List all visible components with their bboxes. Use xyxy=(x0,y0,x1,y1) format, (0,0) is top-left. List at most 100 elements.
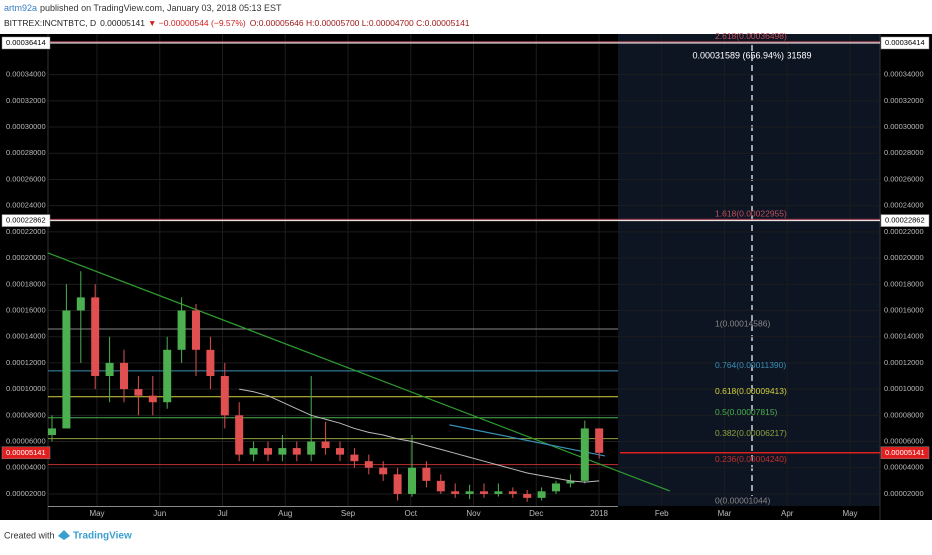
y-tick-label: 0.00030000 xyxy=(6,122,46,131)
candle-body xyxy=(235,415,244,455)
y-tick-label: 0.00016000 xyxy=(6,305,46,314)
x-tick-label: Mar xyxy=(718,509,732,518)
y-tick-label: 0.00034000 xyxy=(6,70,46,79)
y-tick-label: 0.00026000 xyxy=(884,174,924,183)
symbol: BITTREX:INCNTBTC, D xyxy=(4,18,96,28)
candle-body xyxy=(436,480,445,492)
y-tick-label: 0.00022000 xyxy=(884,227,924,236)
price-badge xyxy=(1,446,51,460)
moving-average xyxy=(239,388,600,483)
price-badge xyxy=(1,214,51,227)
candle-body xyxy=(264,448,272,455)
change: ▼ −0.00000544 (−9.57%) xyxy=(148,18,246,28)
brand-logo xyxy=(58,530,70,540)
price-badge-label: 0.00005141 xyxy=(6,448,46,457)
header: artm92a published on TradingView.com, Jan… xyxy=(4,3,470,28)
x-tick-label: 2018 xyxy=(590,509,608,518)
candle-body xyxy=(220,376,229,416)
x-tick-label: Apr xyxy=(781,509,794,518)
fib-label: 2.618(0.00036498) xyxy=(715,31,787,41)
fib-label: 0.5(0.00007815) xyxy=(715,407,778,417)
y-tick-label: 0.00026000 xyxy=(6,174,46,183)
y-tick-label: 0.00020000 xyxy=(6,253,46,262)
candle-body xyxy=(465,491,474,494)
fib-label: 1.618(0.00022955) xyxy=(715,209,787,219)
price-badge xyxy=(1,36,51,50)
candle-body xyxy=(480,491,488,494)
y-tick-label: 0.00010000 xyxy=(6,384,46,393)
candle-body xyxy=(105,362,114,377)
trendline xyxy=(449,424,606,457)
candle-body xyxy=(48,428,56,435)
x-tick-label: Jun xyxy=(153,509,166,518)
y-tick-label: 0.00032000 xyxy=(884,96,924,105)
y-tick-label: 0.00022000 xyxy=(6,227,46,236)
candle-body xyxy=(523,493,532,498)
y-tick-label: 0.00014000 xyxy=(884,332,924,341)
candle-body xyxy=(595,428,604,453)
candle-body xyxy=(163,349,172,403)
price-badge-label: 0.00022862 xyxy=(885,216,925,225)
candle-body xyxy=(336,448,344,455)
y-tick-label: 0.00006000 xyxy=(884,437,924,446)
ohlc: O:0.00005646 H:0.00005700 L:0.00004700 C… xyxy=(250,18,470,28)
y-tick-label: 0.00014000 xyxy=(6,332,46,341)
y-tick-label: 0.00010000 xyxy=(884,384,924,393)
symbol-line: BITTREX:INCNTBTC, D 0.00005141 ▼ −0.000005… xyxy=(4,18,470,28)
price-badge-label: 0.00005141 xyxy=(885,448,925,457)
y-tick-label: 0.00020000 xyxy=(884,253,924,262)
candle-body xyxy=(321,441,330,449)
candle-body xyxy=(451,491,460,494)
candle-body xyxy=(408,467,416,494)
candle-body xyxy=(364,461,373,468)
candle-body xyxy=(148,395,157,403)
measure-label: 0.00031589 (656.94%) 31589 xyxy=(692,50,811,60)
candle-body xyxy=(552,483,560,492)
candle-body xyxy=(192,310,200,350)
y-tick-label: 0.00028000 xyxy=(884,148,924,157)
candle-body xyxy=(249,448,258,455)
published: published on TradingView.com, January 03… xyxy=(40,3,282,13)
candle-body xyxy=(62,310,71,429)
x-tick-label: Aug xyxy=(278,509,292,518)
price-badge-label: 0.00022862 xyxy=(6,216,46,225)
y-tick-label: 0.00004000 xyxy=(6,463,46,472)
fib-label: 0(0.00001044) xyxy=(715,496,770,506)
y-tick-label: 0.00032000 xyxy=(6,96,46,105)
candle-body xyxy=(566,480,575,484)
candle-body xyxy=(120,362,128,390)
y-tick-label: 0.00030000 xyxy=(884,122,924,131)
x-tick-label: Jul xyxy=(217,509,227,518)
y-tick-label: 0.00002000 xyxy=(6,489,46,498)
x-tick-label: May xyxy=(842,509,857,518)
y-tick-label: 0.00018000 xyxy=(6,279,46,288)
candle-body xyxy=(76,297,85,311)
candle-body xyxy=(206,349,215,377)
author: artm92a xyxy=(4,3,37,13)
candle-body xyxy=(494,491,503,494)
candle-body xyxy=(393,474,402,494)
brand: TradingView xyxy=(73,531,132,542)
header-line: artm92a published on TradingView.com, Jan… xyxy=(4,3,282,13)
x-tick-label: Feb xyxy=(655,509,669,518)
y-tick-label: 0.00006000 xyxy=(6,437,46,446)
candle-body xyxy=(292,448,301,455)
footer: Created with xyxy=(4,530,55,540)
trendline xyxy=(47,252,670,492)
candle-body xyxy=(508,491,517,494)
y-tick-label: 0.00034000 xyxy=(884,70,924,79)
y-tick-label: 0.00028000 xyxy=(6,148,46,157)
candle-body xyxy=(177,310,186,350)
candle-body xyxy=(91,297,100,377)
price-badge-label: 0.00036414 xyxy=(6,38,46,47)
price-badge-label: 0.00036414 xyxy=(885,38,925,47)
y-tick-label: 0.00024000 xyxy=(6,201,46,210)
fib-label: 1(0.00014586) xyxy=(715,318,770,328)
y-tick-label: 0.00016000 xyxy=(884,305,924,314)
x-tick-label: Oct xyxy=(405,509,418,518)
x-tick-label: Sep xyxy=(341,509,356,518)
price-badge xyxy=(880,214,930,227)
fib-label: 0.618(0.00009413) xyxy=(715,386,787,396)
